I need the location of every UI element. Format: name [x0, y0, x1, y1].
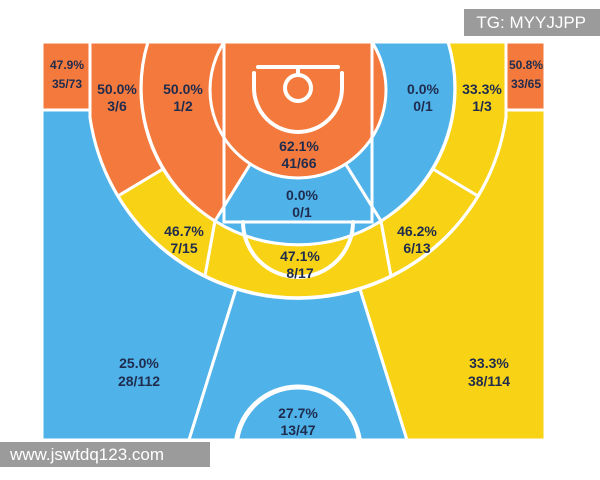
label-paint-non-ra-frac: 0/1	[292, 204, 312, 220]
label-left-short-midrange-frac: 1/2	[173, 98, 193, 114]
label-right-above-break-three-frac: 38/114	[468, 373, 510, 389]
label-restricted-area-frac: 41/66	[281, 155, 316, 171]
label-right-corner-three-pct: 50.8%	[509, 58, 543, 72]
watermark-top: TG: MYYJJPP	[464, 9, 600, 36]
free-throw-arc	[241, 220, 355, 279]
basket-icon	[252, 65, 344, 134]
label-left-midrange-pct: 46.7%	[164, 223, 204, 239]
label-right-baseline-midrange-pct: 33.3%	[462, 81, 502, 97]
watermark-bottom: www.jswtdq123.com	[0, 442, 210, 467]
label-left-short-midrange-pct: 50.0%	[163, 81, 203, 97]
label-right-short-midrange-pct: 0.0%	[407, 81, 439, 97]
label-right-midrange-pct: 46.2%	[397, 223, 437, 239]
label-right-corner-three-frac: 33/65	[511, 77, 541, 91]
zone-right-corner-three	[504, 42, 545, 112]
label-right-short-midrange-frac: 0/1	[413, 98, 433, 114]
label-top-above-break-three-frac: 13/47	[280, 422, 315, 438]
label-paint-non-ra-pct: 0.0%	[286, 187, 318, 203]
label-restricted-area-pct: 62.1%	[279, 138, 319, 154]
zone-labels: 47.9% 35/73 50.0% 3/6 50.0% 1/2 62.1% 41…	[50, 58, 543, 438]
label-left-baseline-midrange-pct: 50.0%	[97, 81, 137, 97]
label-right-above-break-three-pct: 33.3%	[469, 355, 509, 371]
label-top-above-break-three-pct: 27.7%	[278, 405, 318, 421]
label-left-midrange-frac: 7/15	[170, 240, 197, 256]
label-right-baseline-midrange-frac: 1/3	[472, 98, 492, 114]
zone-left-corner-three	[42, 42, 92, 112]
label-left-above-break-three-frac: 28/112	[118, 373, 160, 389]
label-center-midrange-pct: 47.1%	[280, 248, 320, 264]
label-left-baseline-midrange-frac: 3/6	[107, 98, 127, 114]
half-court-circle	[234, 384, 362, 440]
label-left-above-break-three-pct: 25.0%	[119, 355, 159, 371]
paint-lines	[222, 42, 374, 224]
label-left-corner-three-pct: 47.9%	[50, 58, 84, 72]
label-center-midrange-frac: 8/17	[286, 265, 313, 281]
label-left-corner-three-frac: 35/73	[52, 77, 82, 91]
label-right-midrange-frac: 6/13	[403, 240, 430, 256]
